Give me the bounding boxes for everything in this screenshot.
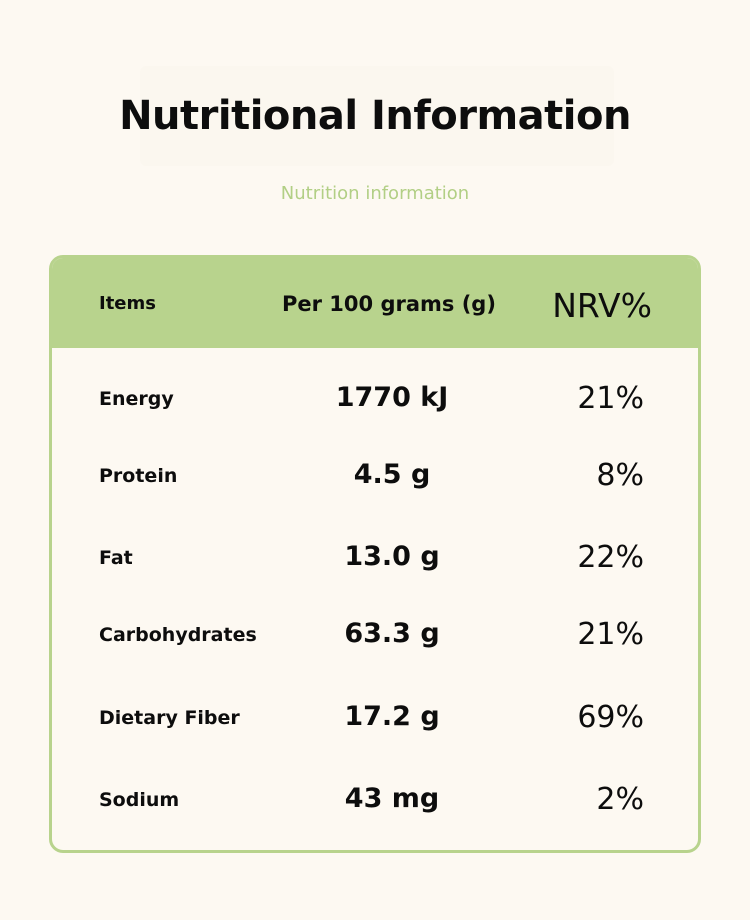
item-name: Protein — [99, 465, 178, 487]
page-subtitle: Nutrition information — [280, 183, 470, 204]
item-name: Carbohydrates — [99, 624, 257, 646]
item-nrv: 8% — [596, 458, 644, 493]
item-name: Sodium — [99, 789, 180, 811]
column-header-items: Items — [99, 293, 156, 314]
item-nrv: 21% — [577, 617, 644, 652]
table-row-carbohydrates: Carbohydrates 63.3 g 21% — [52, 605, 698, 665]
nutrition-table: Items Per 100 grams (g) NRV% Energy 1770… — [49, 255, 701, 853]
column-header-per-100g: Per 100 grams (g) — [282, 292, 496, 316]
title-band — [140, 66, 614, 166]
item-nrv: 22% — [577, 540, 644, 575]
item-amount: 4.5 g — [353, 459, 431, 490]
item-nrv: 21% — [577, 381, 644, 416]
table-row-fat: Fat 13.0 g 22% — [52, 528, 698, 588]
page-title: Nutritional Information — [119, 93, 631, 139]
item-name: Fat — [99, 547, 133, 569]
column-header-nrv: NRV% — [552, 286, 652, 325]
item-amount: 63.3 g — [344, 618, 440, 649]
item-amount: 17.2 g — [344, 701, 440, 732]
table-row-sodium: Sodium 43 mg 2% — [52, 770, 698, 830]
table-header: Items Per 100 grams (g) NRV% — [52, 258, 698, 348]
item-amount: 13.0 g — [344, 541, 440, 572]
table-row-dietary-fiber: Dietary Fiber 17.2 g 69% — [52, 688, 698, 748]
item-name: Dietary Fiber — [99, 707, 240, 729]
item-amount: 1770 kJ — [335, 382, 449, 413]
item-nrv: 2% — [596, 782, 644, 817]
table-row-protein: Protein 4.5 g 8% — [52, 446, 698, 506]
item-name: Energy — [99, 388, 174, 410]
table-row-energy: Energy 1770 kJ 21% — [52, 369, 698, 429]
item-nrv: 69% — [577, 700, 644, 735]
item-amount: 43 mg — [344, 783, 440, 814]
